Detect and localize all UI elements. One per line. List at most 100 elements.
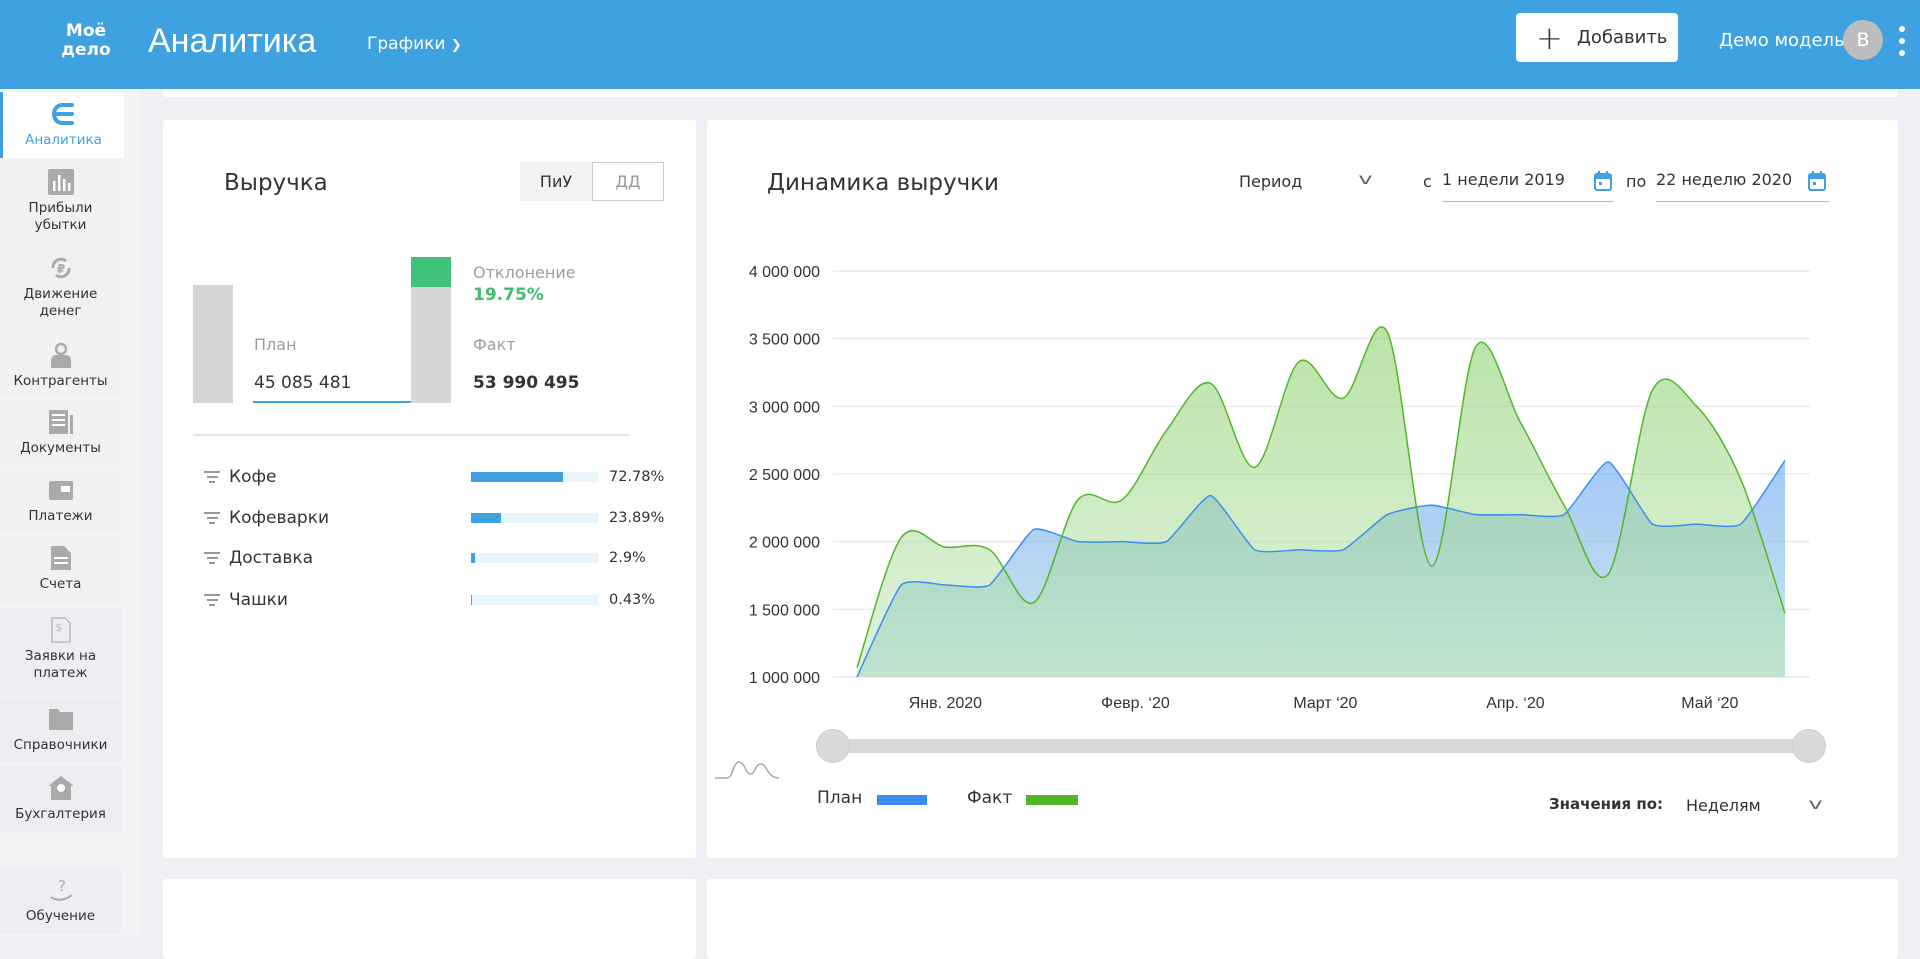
item-percent: 23.89%	[609, 510, 664, 526]
sidebar-item-4[interactable]: Контрагенты	[0, 333, 121, 397]
item-percent: 0.43%	[609, 592, 655, 608]
list-item[interactable]: Чашки 0.43%	[204, 588, 674, 612]
sidebar-item-label: Аналитика	[25, 132, 102, 149]
folder-icon	[47, 705, 75, 733]
divider	[193, 434, 629, 436]
more-icon[interactable]	[1897, 26, 1907, 56]
legend-plan-label: План	[817, 788, 862, 808]
share-bar-fill	[471, 513, 501, 523]
chevron-down-icon: v	[1358, 170, 1372, 188]
list-item[interactable]: Кофе 72.78%	[204, 465, 674, 489]
plan-underline	[253, 401, 411, 403]
bottom-card-right	[707, 879, 1898, 959]
calendar-icon[interactable]	[1808, 170, 1826, 192]
item-label: Чашки	[229, 590, 288, 610]
sidebar-item-1[interactable]: Аналитика	[0, 92, 124, 158]
share-bar	[471, 595, 598, 605]
add-label: Добавить	[1577, 27, 1668, 48]
range-slider-end-handle[interactable]	[1792, 729, 1826, 763]
revenue-title: Выручка	[224, 170, 328, 196]
plus-icon: +	[1536, 22, 1563, 54]
to-date-input[interactable]: 22 неделю 2020	[1656, 170, 1792, 189]
sidebar-item-label: Контрагенты	[13, 373, 107, 390]
avatar[interactable]: В	[1843, 20, 1883, 60]
share-bar-fill	[471, 553, 475, 563]
dynamics-title: Динамика выручки	[767, 170, 999, 196]
x-tick-label: Февр. ‘20	[1101, 695, 1170, 712]
range-slider-track[interactable]	[833, 739, 1809, 753]
page-title: Аналитика	[148, 22, 316, 61]
filter-icon[interactable]	[204, 512, 220, 524]
document-icon	[47, 408, 75, 436]
fact-bar	[411, 287, 451, 403]
fact-label: Факт	[473, 335, 516, 354]
sidebar-item-label: Прибыли убытки	[11, 200, 111, 234]
sidebar-item-9[interactable]: Справочники	[0, 697, 121, 763]
share-bar-fill	[471, 472, 563, 482]
item-label: Кофе	[229, 467, 276, 487]
share-bar	[471, 472, 598, 482]
filter-icon[interactable]	[204, 552, 220, 564]
list-item[interactable]: Кофеварки 23.89%	[204, 506, 674, 530]
sidebar-item-5[interactable]: Документы	[0, 400, 121, 466]
svg-text:?: ?	[58, 877, 66, 895]
period-select[interactable]: Период v	[1239, 172, 1389, 191]
add-button[interactable]: + Добавить	[1516, 13, 1678, 62]
item-label: Кофеварки	[229, 508, 329, 528]
y-tick-label: 2 500 000	[749, 467, 820, 484]
range-slider-start-handle[interactable]	[816, 729, 850, 763]
deviation-bar	[411, 257, 451, 287]
sidebar-item-10[interactable]: Бухгалтерия	[0, 766, 121, 832]
y-tick-label: 2 000 000	[749, 535, 820, 552]
share-bar-fill	[471, 595, 472, 605]
y-tick-label: 4 000 000	[749, 264, 820, 281]
y-tick-label: 3 500 000	[749, 332, 820, 349]
sidebar: Аналитика Прибыли убытки ₽Движение денег Ко…	[0, 89, 141, 936]
svg-text:₽: ₽	[56, 262, 64, 276]
y-tick-label: 1 500 000	[749, 602, 820, 619]
legend-plan-swatch	[877, 795, 927, 805]
bar-chart-icon	[47, 168, 75, 196]
revenue-card	[163, 120, 696, 858]
period-label: Период	[1239, 172, 1302, 191]
sidebar-item-6[interactable]: Платежи	[0, 468, 121, 534]
filter-icon[interactable]	[204, 471, 220, 483]
from-prefix: с	[1423, 172, 1432, 191]
toggle-dd[interactable]: ДД	[592, 162, 664, 201]
svg-text:$: $	[55, 621, 62, 634]
sidebar-item-11[interactable]: ?Обучение	[0, 868, 121, 934]
values-by-label: Значения по:	[1549, 795, 1663, 813]
invoice-icon	[47, 544, 75, 572]
share-bar	[471, 553, 598, 563]
ruble-cycle-icon: ₽	[47, 254, 75, 282]
plan-label: План	[254, 335, 297, 354]
revenue-toggle: ПиУ ДД	[520, 162, 664, 201]
graphs-dropdown[interactable]: Графики ❯	[367, 34, 462, 54]
help-hand-icon: ?	[47, 876, 75, 904]
to-date-underline	[1656, 201, 1829, 202]
user-name[interactable]: Демо модель	[1719, 30, 1845, 51]
sidebar-item-2[interactable]: Прибыли убытки	[0, 160, 121, 246]
item-percent: 72.78%	[609, 469, 664, 485]
sidebar-item-7[interactable]: Счета	[0, 536, 121, 606]
sidebar-item-label: Документы	[20, 440, 101, 457]
deviation-label: Отклонение	[473, 263, 576, 282]
wallet-icon	[47, 476, 75, 504]
item-percent: 2.9%	[609, 550, 646, 566]
sidebar-item-8[interactable]: $Заявки на платеж	[0, 608, 121, 696]
filter-icon[interactable]	[204, 594, 220, 606]
fact-value: 53 990 495	[473, 373, 579, 393]
sidebar-item-label: Справочники	[14, 737, 108, 754]
house-icon	[47, 774, 75, 802]
values-by-value: Неделям	[1686, 796, 1761, 815]
plan-bar	[193, 285, 233, 403]
calendar-icon[interactable]	[1594, 170, 1612, 192]
legend-fact-label: Факт	[967, 788, 1012, 808]
sidebar-item-3[interactable]: ₽Движение денег	[0, 246, 121, 332]
from-date-input[interactable]: 1 недели 2019	[1442, 170, 1565, 189]
toggle-piu[interactable]: ПиУ	[520, 162, 592, 201]
